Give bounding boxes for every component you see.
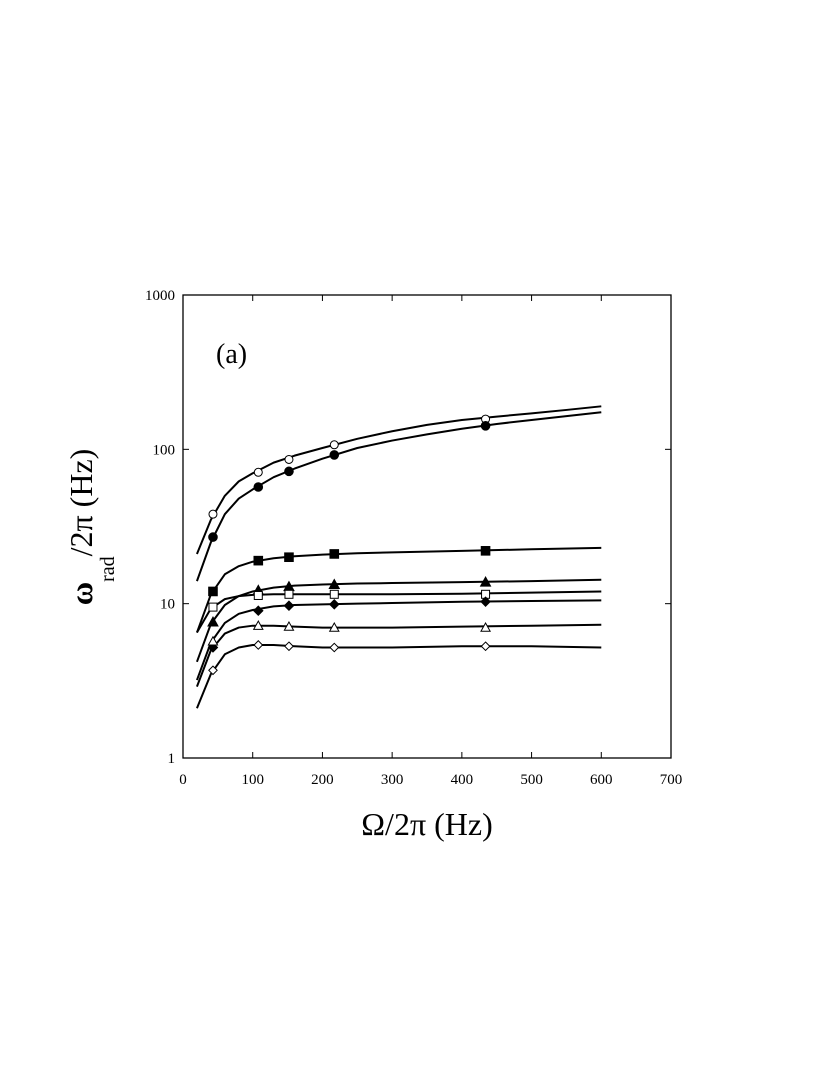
- diamond-open-marker: [284, 641, 294, 652]
- diamond-filled-marker: [328, 599, 340, 610]
- square-filled-marker: [329, 549, 340, 559]
- triangle-open-marker: [283, 620, 295, 631]
- x-tick-label: 0: [179, 772, 187, 788]
- circle-filled-marker: [329, 450, 340, 460]
- y-axis-title-units: /2π (Hz): [63, 449, 99, 557]
- circle-filled-marker: [208, 532, 218, 542]
- svg-text:ωrad/2π (Hz): ωrad/2π (Hz): [63, 449, 119, 606]
- diamond-filled-marker: [207, 642, 219, 653]
- triangle-open-marker: [207, 635, 219, 646]
- x-tick-label: 400: [451, 772, 474, 788]
- triangle-open-marker: [252, 620, 264, 630]
- circle-open-marker: [329, 440, 339, 450]
- square-filled-marker: [208, 586, 218, 597]
- y-axis-title: ωrad/2π (Hz): [63, 449, 119, 606]
- y-tick-label: 10: [160, 597, 175, 613]
- x-tick-label: 600: [590, 772, 613, 788]
- diamond-open-marker: [253, 640, 264, 650]
- square-open-marker: [329, 589, 339, 599]
- square-open-marker: [253, 590, 263, 600]
- triangle-filled-marker: [207, 616, 219, 627]
- circle-open-marker: [253, 467, 263, 477]
- fit-curve-circle-filled: [195, 411, 602, 582]
- circle-filled-marker: [480, 421, 491, 431]
- diamond-open-marker: [208, 665, 218, 676]
- y-tick-label: 1: [168, 751, 176, 767]
- diamond-open-marker: [480, 641, 491, 652]
- fit-curve-square-filled: [196, 546, 602, 633]
- x-tick-label: 300: [381, 772, 404, 788]
- data-markers: [207, 414, 492, 676]
- plot-frame: [182, 294, 672, 759]
- square-filled-marker: [284, 552, 294, 563]
- fit-curve-diamond-filled: [196, 599, 602, 681]
- y-tick-label: 100: [153, 442, 176, 458]
- square-filled-marker: [253, 555, 264, 566]
- triangle-open-marker: [328, 621, 340, 632]
- circle-filled-marker: [284, 466, 294, 477]
- x-tick-label: 100: [241, 772, 264, 788]
- x-tick-label: 200: [311, 772, 334, 788]
- square-open-marker: [208, 602, 218, 612]
- fit-curve-diamond-open: [196, 643, 602, 709]
- circle-open-marker: [208, 509, 218, 519]
- diamond-open-marker: [329, 642, 340, 653]
- triangle-filled-marker: [328, 578, 341, 590]
- fit-curve-square-open: [196, 590, 602, 634]
- fit-curve-triangle-open: [196, 623, 602, 687]
- x-tick-label: 700: [660, 772, 683, 788]
- y-tick-label: 1000: [145, 288, 175, 304]
- circle-filled-marker: [253, 482, 264, 492]
- diamond-filled-marker: [283, 600, 295, 612]
- triangle-open-marker: [480, 621, 492, 632]
- fit-curve-circle-open: [196, 405, 602, 555]
- square-open-marker: [284, 589, 294, 599]
- triangle-filled-marker: [479, 576, 492, 587]
- fit-curves: [195, 405, 602, 709]
- axis-ticks: 0 100 200 300 400 500 600 700 1 10 100 1000: [145, 288, 682, 788]
- fit-curve-triangle-filled: [196, 578, 602, 663]
- square-filled-marker: [480, 546, 491, 556]
- x-axis-title: Ω/2π (Hz): [361, 806, 492, 842]
- x-tick-label: 500: [520, 772, 543, 788]
- y-axis-title-subscript: rad: [97, 556, 119, 582]
- panel-label: (a): [216, 339, 247, 370]
- diamond-filled-marker: [252, 605, 264, 617]
- diamond-filled-marker: [480, 596, 491, 607]
- circle-open-marker: [284, 454, 294, 464]
- y-axis-title-symbol: ω: [63, 582, 99, 605]
